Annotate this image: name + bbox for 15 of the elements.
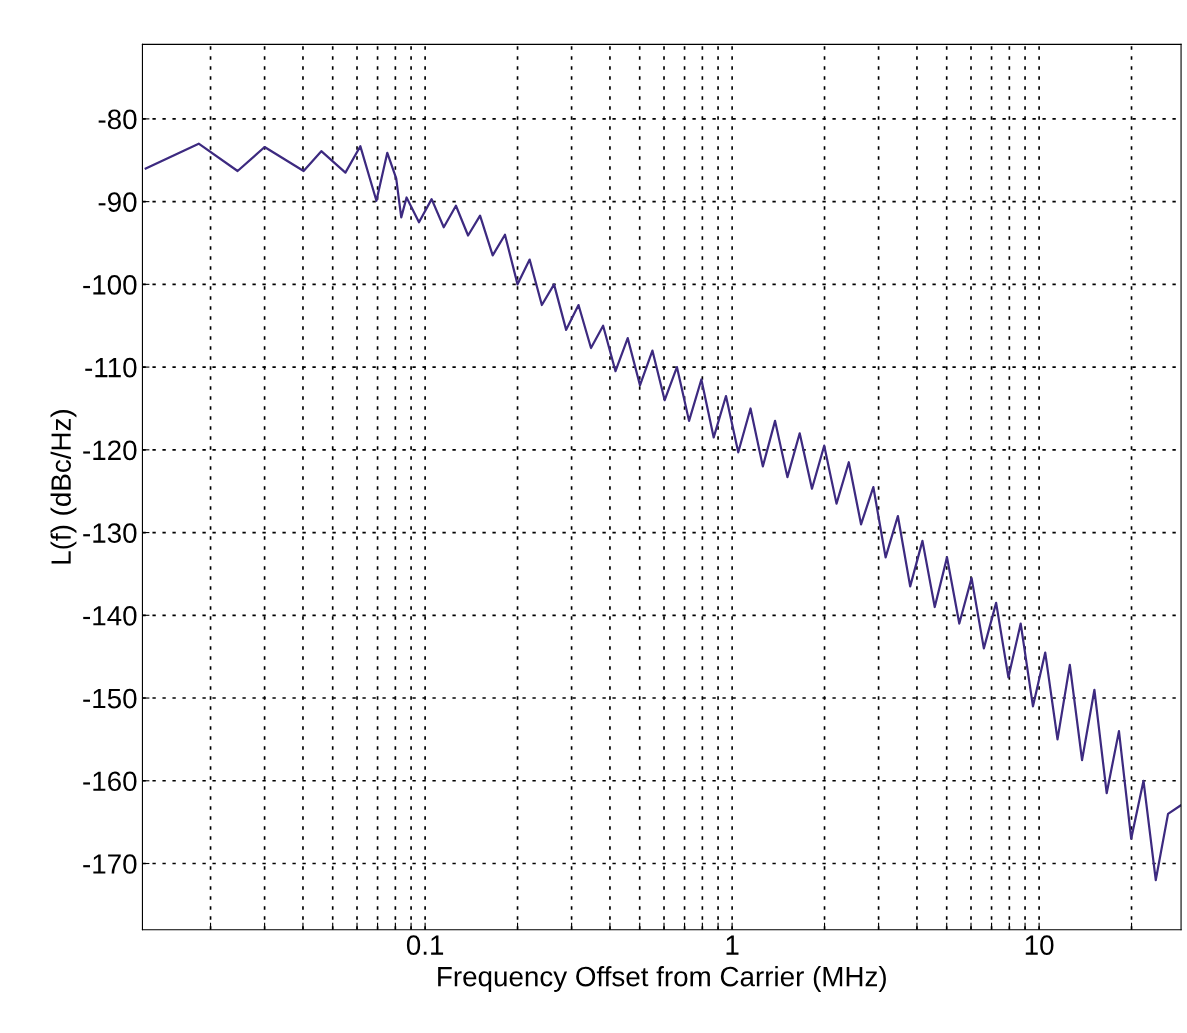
y-tick-label: -110 bbox=[85, 357, 137, 378]
y-tick-label: -80 bbox=[98, 109, 137, 130]
y-tick-label: -170 bbox=[83, 854, 137, 874]
x-tick-label: 0.1 bbox=[406, 935, 444, 955]
y-axis-title: L(f) (dBc/Hz) bbox=[50, 410, 77, 564]
x-tick-label: 1 bbox=[726, 935, 739, 955]
y-tick-label: -100 bbox=[83, 275, 137, 295]
x-axis-title: Frequency Offset from Carrier (MHz) bbox=[438, 966, 886, 992]
y-tick-label: -90 bbox=[98, 192, 137, 212]
x-tick-label: 10 bbox=[1025, 935, 1054, 955]
y-tick-label: -120 bbox=[83, 440, 137, 461]
y-tick-label: -150 bbox=[83, 688, 137, 709]
y-tick-label: -140 bbox=[83, 605, 137, 626]
y-tick-label: -160 bbox=[83, 771, 137, 792]
y-tick-label: -130 bbox=[83, 523, 137, 543]
